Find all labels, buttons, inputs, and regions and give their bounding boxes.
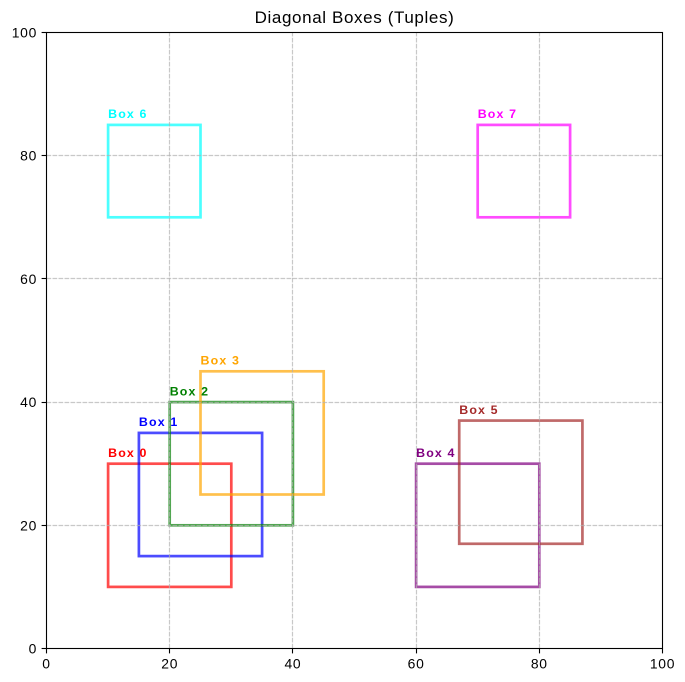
svg-text:Diagonal Boxes (Tuples): Diagonal Boxes (Tuples)	[255, 8, 455, 27]
svg-text:80: 80	[531, 656, 548, 672]
svg-text:Box 4: Box 4	[416, 446, 456, 460]
svg-text:60: 60	[20, 271, 37, 287]
svg-text:Box 1: Box 1	[139, 415, 179, 429]
svg-text:Box 0: Box 0	[108, 446, 148, 460]
svg-text:Box 7: Box 7	[478, 107, 518, 121]
svg-text:Box 3: Box 3	[201, 354, 241, 368]
svg-text:20: 20	[20, 517, 37, 533]
svg-text:Box 5: Box 5	[459, 403, 499, 417]
svg-text:0: 0	[29, 641, 37, 657]
svg-text:60: 60	[408, 656, 425, 672]
svg-text:40: 40	[284, 656, 301, 672]
svg-text:100: 100	[650, 656, 675, 672]
svg-text:40: 40	[20, 394, 37, 410]
svg-text:Box 2: Box 2	[170, 384, 210, 398]
svg-text:100: 100	[12, 25, 37, 41]
svg-text:80: 80	[20, 148, 37, 164]
svg-text:Box 6: Box 6	[108, 107, 148, 121]
svg-text:20: 20	[161, 656, 178, 672]
svg-text:0: 0	[42, 656, 50, 672]
